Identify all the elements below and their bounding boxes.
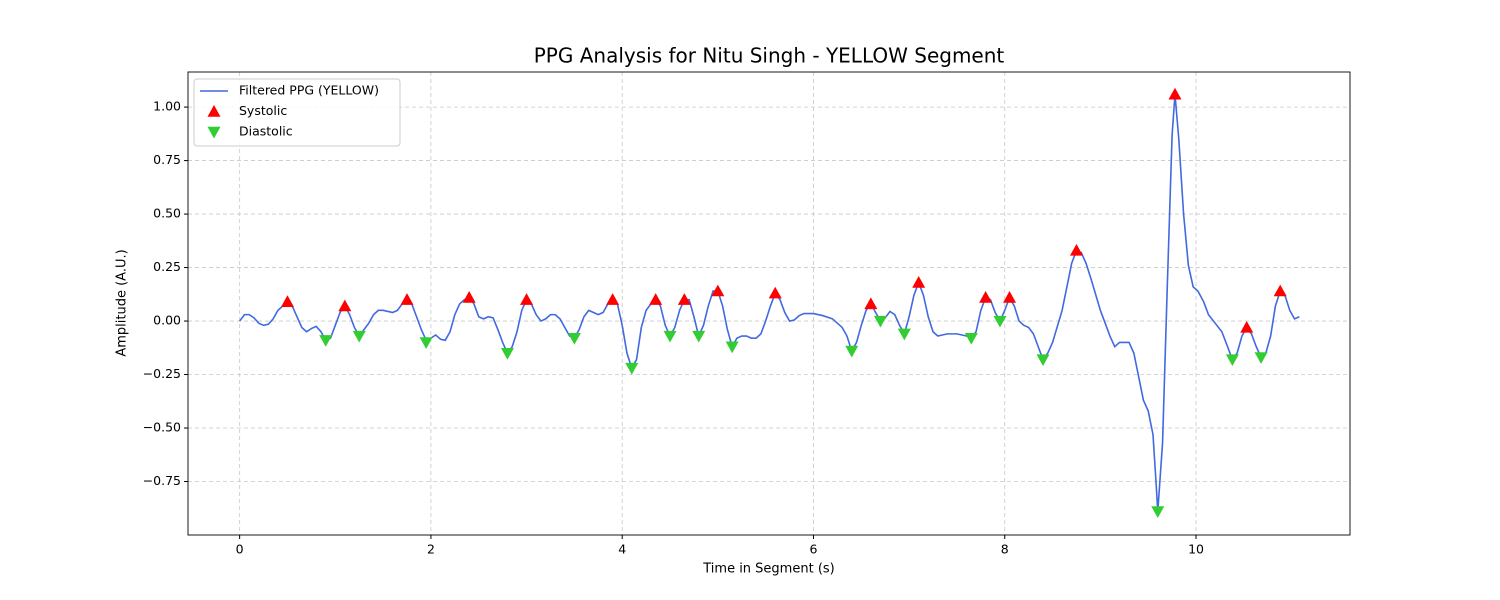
- diastolic-marker: [663, 330, 677, 343]
- diastolic-marker: [725, 341, 739, 354]
- legend: Filtered PPG (YELLOW) Systolic Diastolic: [193, 78, 401, 147]
- diastolic-marker: [993, 315, 1007, 328]
- x-tick-label: 6: [809, 542, 817, 557]
- diastolic-marker: [1151, 506, 1165, 518]
- diastolic-marker: [1225, 354, 1239, 367]
- systolic-marker: [1003, 291, 1017, 303]
- systolic-marker: [1168, 87, 1182, 100]
- systolic-marker: [1273, 284, 1287, 297]
- legend-swatch: [207, 126, 221, 139]
- legend-label: Systolic: [239, 103, 287, 118]
- y-tick-label: 0.25: [153, 259, 181, 274]
- systolic-marker: [606, 293, 620, 305]
- systolic-marker: [280, 295, 294, 307]
- diastolic-marker: [1036, 354, 1050, 367]
- x-tick-label: 8: [1001, 542, 1009, 557]
- y-tick-label: 0.50: [153, 206, 181, 221]
- diastolic-marker: [873, 315, 887, 328]
- diastolic-marker: [352, 330, 366, 343]
- ppg-line: [239, 94, 1300, 512]
- chart-title: PPG Analysis for Nitu Singh - YELLOW Seg…: [534, 44, 1005, 68]
- x-tick-label: 2: [427, 542, 435, 557]
- diastolic-marker: [500, 347, 514, 360]
- systolic-marker: [768, 286, 782, 299]
- systolic-marker: [864, 297, 878, 310]
- y-tick-label: 1.00: [153, 99, 181, 114]
- x-tick-label: 0: [236, 542, 244, 557]
- y-tick-label: −0.25: [143, 366, 181, 381]
- y-tick-label: 0.75: [153, 152, 181, 167]
- systolic-marker: [462, 291, 476, 303]
- diastolic-marker: [897, 328, 911, 341]
- y-tick-label: −0.75: [143, 473, 181, 488]
- legend-label: Filtered PPG (YELLOW): [239, 83, 379, 98]
- diastolic-marker: [567, 332, 581, 345]
- y-tick-label: 0.00: [153, 313, 181, 328]
- diastolic-marker: [319, 335, 333, 347]
- x-tick-label: 10: [1188, 542, 1204, 557]
- systolic-marker: [1240, 320, 1254, 333]
- legend-box: [193, 78, 401, 147]
- systolic-marker: [400, 293, 414, 305]
- systolic-marker: [711, 284, 725, 297]
- legend-label: Diastolic: [239, 124, 293, 139]
- diastolic-marker: [964, 332, 978, 345]
- x-tick-label: 4: [618, 542, 626, 557]
- diastolic-marker: [692, 330, 706, 343]
- diastolic-marker: [625, 362, 639, 375]
- plot-frame: [187, 71, 1351, 536]
- systolic-marker: [338, 299, 352, 312]
- diastolic-marker: [845, 345, 859, 358]
- systolic-marker: [1069, 243, 1083, 256]
- systolic-marker: [677, 293, 691, 305]
- systolic-marker: [979, 291, 993, 303]
- y-axis-label: Amplitude (A.U.): [115, 249, 130, 356]
- diastolic-marker: [419, 337, 433, 349]
- x-axis-label: Time in Segment (s): [702, 562, 834, 577]
- y-tick-label: −0.50: [143, 420, 181, 435]
- systolic-marker: [520, 293, 534, 305]
- legend-swatch: [207, 105, 221, 117]
- diastolic-marker: [1254, 352, 1268, 364]
- systolic-marker: [649, 293, 663, 305]
- systolic-marker: [912, 276, 926, 288]
